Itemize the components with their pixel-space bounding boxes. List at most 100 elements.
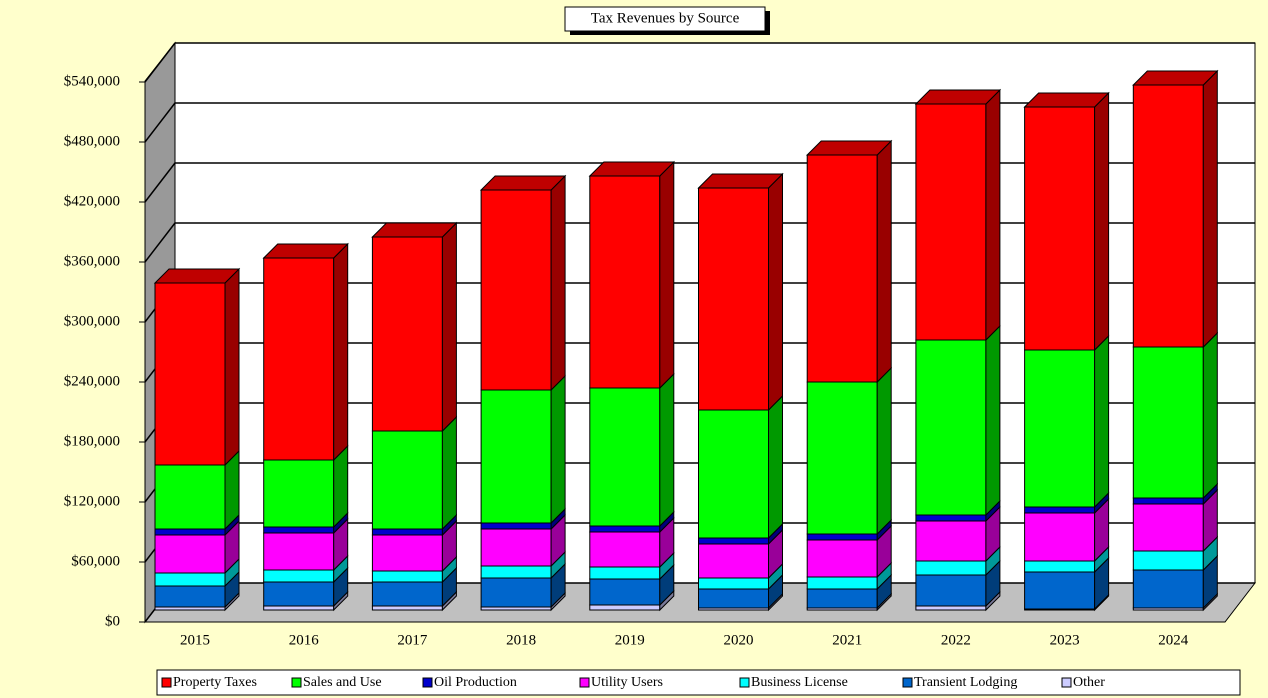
bar-segment [480, 565, 552, 579]
bar-segment [1024, 506, 1096, 514]
bar-side [224, 267, 240, 467]
bar-segment [371, 236, 443, 432]
bar-segment [371, 605, 443, 611]
bar-segment [698, 537, 769, 545]
bar-segment [1132, 569, 1204, 609]
bar-side [441, 415, 457, 531]
bar-top [479, 175, 567, 191]
bar-side [1202, 331, 1218, 500]
bar-segment [263, 532, 335, 571]
bar-segment [480, 577, 552, 608]
bar-segment [480, 522, 552, 530]
bar-segment [480, 189, 552, 391]
bar-segment [263, 459, 335, 528]
bar-segment [154, 282, 226, 466]
bar-segment [1132, 346, 1204, 499]
bar-top [371, 222, 458, 238]
bar-side [768, 394, 783, 540]
bar-top [914, 89, 1002, 105]
grid-line [144, 222, 176, 263]
bar-segment [698, 543, 769, 579]
legend-swatch [291, 677, 302, 688]
bars [153, 69, 1219, 612]
bar-side [659, 372, 675, 528]
bar-top [1132, 70, 1219, 86]
bar-segment [806, 588, 878, 609]
bar-segment [371, 570, 443, 583]
legend-swatch [902, 677, 913, 688]
bar-side [1094, 334, 1110, 509]
bar-segment [915, 574, 987, 607]
bar-segment [1132, 497, 1204, 505]
x-tick-label: 2022 [941, 632, 971, 648]
bar-segment [698, 409, 769, 539]
title-box [564, 6, 766, 32]
bar-segment [806, 539, 878, 578]
bar-segment [263, 605, 335, 611]
bar-side [985, 88, 1001, 342]
bar-side [441, 221, 457, 433]
x-tick-label: 2015 [180, 632, 210, 648]
bar-side [768, 172, 783, 412]
x-tick-label: 2018 [506, 632, 536, 648]
chart-title: Tax Revenues by Source [591, 10, 740, 26]
y-tick-label: $360,000 [64, 253, 120, 269]
bar-side [550, 374, 566, 525]
bar-segment [806, 576, 878, 590]
bar-segment [915, 560, 987, 576]
legend-swatch [161, 677, 172, 688]
bar-segment [1024, 560, 1096, 573]
bar-segment [371, 534, 443, 572]
bar-segment [589, 175, 661, 389]
bar-segment [589, 525, 661, 533]
bar-segment [480, 389, 552, 524]
bar-segment [589, 566, 661, 580]
legend-swatch [1061, 677, 1072, 688]
bar-segment [806, 381, 878, 535]
y-tick-label: $120,000 [64, 493, 120, 509]
bar-segment [1132, 550, 1204, 571]
bar-segment [1024, 512, 1096, 562]
bar-segment [1132, 84, 1204, 348]
x-tick-label: 2017 [397, 632, 428, 648]
legend-label: Oil Production [434, 675, 517, 690]
bar-segment [1024, 106, 1096, 351]
bar-segment [698, 577, 769, 590]
y-tick-label: $540,000 [64, 73, 120, 89]
bar-side [550, 174, 566, 392]
bar-side [876, 139, 892, 384]
bar-segment [915, 514, 987, 522]
y-tick-label: $420,000 [64, 193, 120, 209]
bar-top [153, 268, 241, 284]
legend-swatch [422, 677, 433, 688]
bar-segment [1132, 503, 1204, 552]
bar-top [588, 161, 676, 177]
bar-segment [154, 585, 226, 608]
bar-segment [806, 533, 878, 541]
bar-segment [698, 187, 769, 411]
bar-segment [589, 531, 661, 568]
legend-swatch [739, 677, 750, 688]
bar-segment [915, 605, 987, 611]
bar-side [876, 366, 892, 536]
bar-segment [806, 154, 878, 383]
bar-side [1202, 69, 1218, 349]
bar-side [1094, 91, 1110, 352]
legend-label: Business License [751, 675, 848, 690]
bar-side [333, 242, 349, 462]
legend-label: Transient Lodging [914, 675, 1017, 690]
legend-label: Utility Users [591, 675, 663, 690]
y-tick-label: $240,000 [64, 373, 120, 389]
grid-line [144, 102, 176, 143]
grid-line [144, 42, 176, 83]
bar-top [262, 243, 349, 259]
grid-line [144, 162, 176, 203]
y-tick-label: $180,000 [64, 433, 120, 449]
bar-segment [371, 528, 443, 536]
bar-segment [698, 588, 769, 609]
bar-top [1023, 92, 1110, 108]
bar-segment [1024, 349, 1096, 508]
bar-side [659, 160, 675, 390]
